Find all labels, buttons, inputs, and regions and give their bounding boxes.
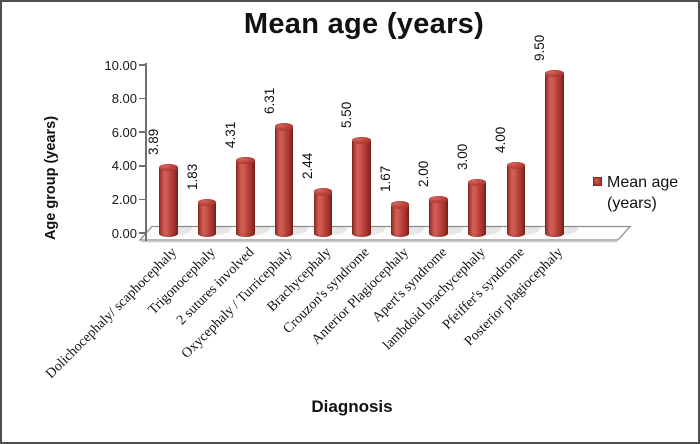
- bar-cap: [545, 69, 564, 77]
- y-tick-label: 10.00: [104, 57, 137, 73]
- x-axis-title: Diagnosis: [311, 397, 393, 416]
- bar-9: [467, 179, 487, 237]
- bar-cap: [274, 123, 294, 131]
- y-tick-label: 2.00: [111, 191, 137, 207]
- legend-label: Mean age (years): [607, 172, 678, 214]
- value-label: 2.44: [300, 153, 316, 180]
- legend-label-line2: (years): [607, 195, 657, 212]
- bar-cap: [429, 195, 448, 203]
- bar-7: [390, 201, 410, 237]
- y-tick: [139, 232, 145, 234]
- bar-cap: [467, 179, 487, 187]
- bar-2: [197, 198, 217, 237]
- bar-cap: [390, 201, 410, 209]
- bar-6: [352, 137, 371, 237]
- value-label: 9.50: [531, 34, 547, 61]
- value-label: 5.50: [338, 101, 354, 128]
- value-label: 3.89: [145, 128, 161, 156]
- y-tick-label: 0.00: [111, 225, 137, 241]
- bar-3: [236, 156, 255, 237]
- y-axis-line: [145, 63, 147, 241]
- bar-4: [274, 123, 294, 237]
- value-label: 3.00: [454, 143, 470, 170]
- bar-cap: [313, 188, 333, 196]
- y-tick-label: 4.00: [111, 158, 137, 174]
- bar-11: [545, 69, 564, 237]
- bar-cap: [236, 156, 255, 165]
- value-label: 1.83: [184, 163, 200, 190]
- y-tick: [139, 64, 145, 66]
- bar-1: [159, 164, 178, 237]
- legend: Mean age (years): [593, 172, 678, 214]
- bar-cap: [197, 198, 217, 206]
- y-tick-label: 6.00: [111, 124, 137, 140]
- y-axis-title: Age group (years): [43, 115, 59, 241]
- legend-marker-icon: [593, 177, 602, 186]
- y-tick: [139, 97, 145, 100]
- y-tick: [139, 198, 145, 201]
- chart-title: Mean age (years): [243, 8, 485, 40]
- y-tick: [139, 165, 145, 167]
- bar-cap: [506, 162, 526, 170]
- legend-label-line1: Mean age: [607, 174, 679, 191]
- bar-5: [313, 188, 333, 237]
- y-tick: [139, 131, 145, 133]
- value-label: 6.31: [261, 88, 277, 115]
- value-label: 4.00: [493, 126, 509, 154]
- value-label: 4.31: [223, 121, 239, 148]
- value-label: 1.67: [377, 166, 393, 193]
- bar-8: [429, 195, 448, 237]
- bar-10: [506, 162, 526, 237]
- value-label: 2.00: [416, 160, 432, 187]
- bar-cap: [352, 137, 371, 145]
- y-tick-label: 8.00: [111, 91, 137, 107]
- bar-cap: [159, 164, 178, 172]
